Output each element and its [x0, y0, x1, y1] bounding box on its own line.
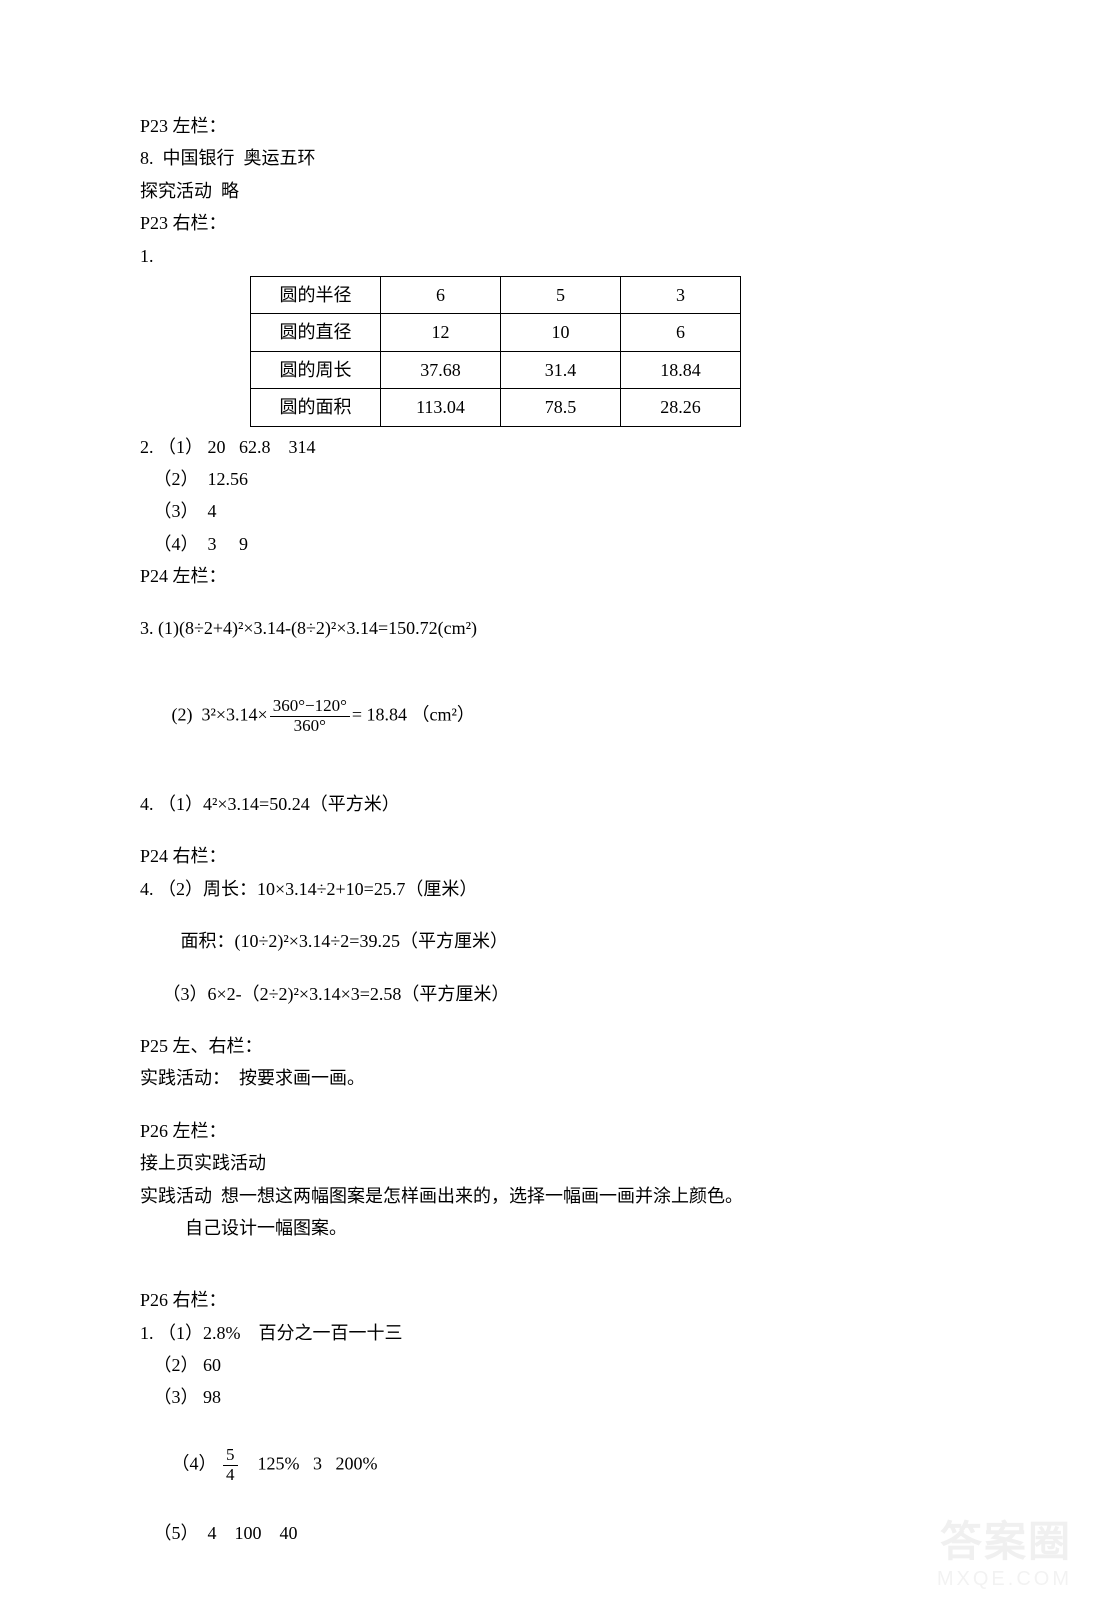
item3-2a: (2) 3²×3.14× [158, 705, 268, 725]
item3-2b: = 18.84 （cm²） [352, 705, 475, 725]
fraction-numerator: 360°−120° [270, 697, 350, 717]
item4-2b: 面积：(10÷2)²×3.14÷2=39.25（平方厘米） [140, 925, 972, 957]
table-row: 圆的半径 6 5 3 [251, 276, 741, 313]
table-row: 圆的周长 37.68 31.4 18.84 [251, 351, 741, 388]
table-cell: 78.5 [501, 389, 621, 426]
item4-2a: 4. （2）周长：10×3.14÷2+10=25.7（厘米） [140, 873, 972, 905]
table-cell: 37.68 [381, 351, 501, 388]
p26-right-l2: （2） 60 [140, 1349, 972, 1381]
p26-right-l1: 1. （1）2.8% 百分之一百一十三 [140, 1317, 972, 1349]
circle-table: 圆的半径 6 5 3 圆的直径 12 10 6 圆的周长 37.68 31.4 … [250, 276, 741, 427]
l4b: 125% 3 200% [240, 1454, 378, 1474]
p25-line: 实践活动： 按要求画一画。 [140, 1062, 972, 1094]
p26-right-l3: （3） 98 [140, 1381, 972, 1413]
table-row: 圆的面积 113.04 78.5 28.26 [251, 389, 741, 426]
table-cell: 圆的周长 [251, 351, 381, 388]
p26-left-heading: P26 左栏： [140, 1115, 972, 1147]
p23-left-item8: 8. 中国银行 奥运五环 [140, 142, 972, 174]
p26-right-l4: （4） 54 125% 3 200% [140, 1414, 972, 1517]
p24-right-heading: P24 右栏： [140, 840, 972, 872]
p26-left-l3: 自己设计一幅图案。 [140, 1212, 972, 1244]
item3-1: 3. (1)(8÷2+4)²×3.14-(8÷2)²×3.14=150.72(c… [140, 612, 972, 644]
fraction: 360°−120°360° [270, 697, 350, 735]
p26-right-l5: （5） 4 100 40 [140, 1517, 972, 1549]
table-cell: 28.26 [621, 389, 741, 426]
table-cell: 18.84 [621, 351, 741, 388]
table-cell: 3 [621, 276, 741, 313]
p23-left-heading: P23 左栏： [140, 110, 972, 142]
table-cell: 6 [621, 314, 741, 351]
p26-right-heading: P26 右栏： [140, 1284, 972, 1316]
item4-3: （3）6×2-（2÷2)²×3.14×3=2.58（平方厘米） [140, 978, 972, 1010]
fraction-numerator: 5 [223, 1446, 238, 1466]
fraction-denominator: 360° [270, 717, 350, 736]
p24-left-heading: P24 左栏： [140, 560, 972, 592]
table-cell: 10 [501, 314, 621, 351]
item3-2: (2) 3²×3.14×360°−120°360°= 18.84 （cm²） [140, 665, 972, 768]
table-row: 圆的直径 12 10 6 [251, 314, 741, 351]
table-cell: 113.04 [381, 389, 501, 426]
p23-left-tanjiuhuodong: 探究活动 略 [140, 175, 972, 207]
table-cell: 31.4 [501, 351, 621, 388]
fraction-denominator: 4 [223, 1466, 238, 1485]
p26-left-l2: 实践活动 想一想这两幅图案是怎样画出来的，选择一幅画一画并涂上颜色。 [140, 1180, 972, 1212]
watermark-url: MXQE.COM [937, 1561, 1072, 1597]
l4a: （4） [158, 1454, 221, 1474]
item2-line3: （3） 4 [140, 495, 972, 527]
fraction: 54 [223, 1446, 238, 1484]
item4-1: 4. （1）4²×3.14=50.24（平方米） [140, 788, 972, 820]
p23-right-item1-label: 1. [140, 240, 972, 272]
p26-left-l1: 接上页实践活动 [140, 1147, 972, 1179]
p25-heading: P25 左、右栏： [140, 1030, 972, 1062]
table-cell: 圆的面积 [251, 389, 381, 426]
item2-line4: （4） 3 9 [140, 528, 972, 560]
document-content: P23 左栏： 8. 中国银行 奥运五环 探究活动 略 P23 右栏： 1. 圆… [140, 110, 972, 1549]
table-cell: 圆的半径 [251, 276, 381, 313]
p23-right-heading: P23 右栏： [140, 207, 972, 239]
item2-line1: 2. （1） 20 62.8 314 [140, 431, 972, 463]
table-cell: 12 [381, 314, 501, 351]
table-cell: 5 [501, 276, 621, 313]
table-cell: 6 [381, 276, 501, 313]
table-cell: 圆的直径 [251, 314, 381, 351]
item2-line2: （2） 12.56 [140, 463, 972, 495]
